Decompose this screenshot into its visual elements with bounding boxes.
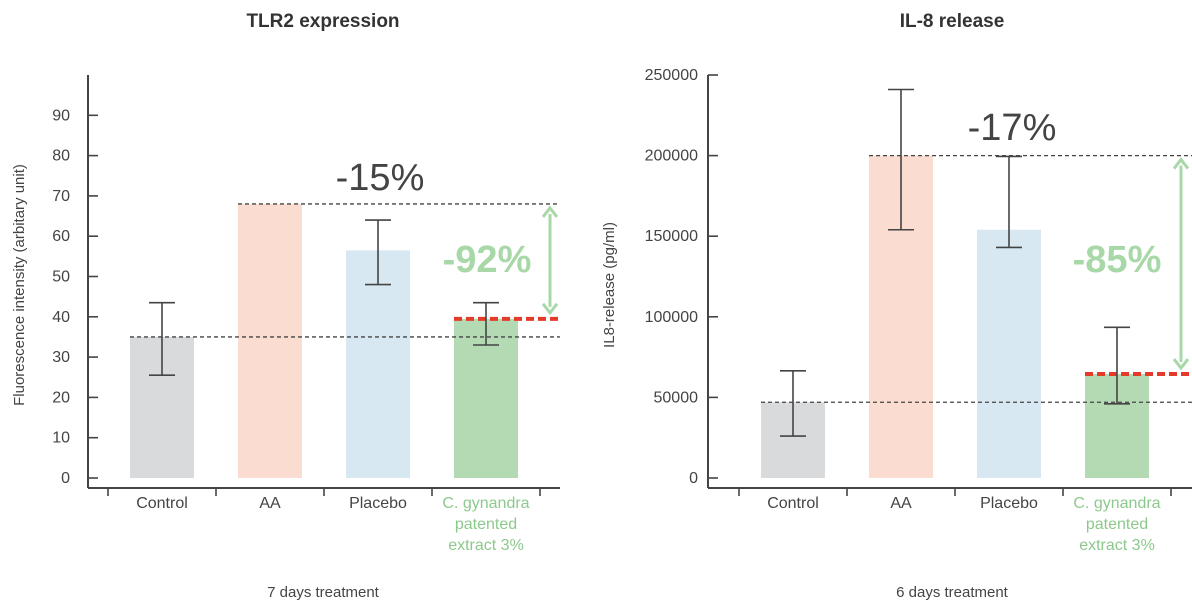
category-label-2: AA — [890, 495, 912, 512]
category-label-line: extract 3% — [1079, 537, 1155, 554]
category-label-2: AA — [259, 495, 281, 512]
y-tick-label: 0 — [61, 470, 70, 487]
x-axis-label: 7 days treatment — [267, 584, 380, 601]
category-label-line: Control — [136, 495, 188, 512]
chart-il8: IL-8 release IL8-release (pg/ml) 6 days … — [601, 11, 1192, 601]
y-tick-label: 20 — [52, 389, 70, 406]
category-label-line: patented — [1086, 516, 1148, 533]
plot-area: 0 10 20 30 40 50 60 70 80 90 Control AA Placebo C. gy… — [52, 75, 560, 554]
reduction-arrow-head-up — [541, 205, 559, 218]
category-label-line: Placebo — [980, 495, 1038, 512]
category-label-4: C. gynandra patented extract 3% — [1073, 495, 1160, 554]
y-axis-label: IL8-release (pg/ml) — [601, 222, 618, 348]
x-axis-label: 6 days treatment — [896, 584, 1009, 601]
category-label-3: Placebo — [980, 495, 1038, 512]
bar-2 — [238, 203, 302, 478]
annotation-gray: -15% — [336, 157, 425, 199]
category-label-line: extract 3% — [448, 537, 524, 554]
y-tick-label: 250000 — [645, 67, 698, 84]
y-tick-label: 40 — [52, 309, 70, 326]
y-tick-label: 80 — [52, 148, 70, 165]
category-label-line: patented — [455, 516, 517, 533]
category-label-4: C. gynandra patented extract 3% — [442, 495, 529, 554]
y-tick-label: 60 — [52, 228, 70, 245]
y-tick-label: 90 — [52, 107, 70, 124]
annotation-green: -92% — [443, 239, 532, 281]
bar-3 — [977, 229, 1041, 478]
category-label-line: C. gynandra — [1073, 495, 1160, 512]
reduction-arrow-head-down — [541, 302, 559, 316]
category-label-line: Placebo — [349, 495, 407, 512]
annotation-gray: -17% — [968, 107, 1057, 149]
chart-tlr2: TLR2 expression Fluorescence intensity (… — [11, 11, 560, 601]
plot-area: 0 50000 100000 150000 200000 250000 Control AA P… — [645, 67, 1192, 554]
y-tick-label: 50 — [52, 269, 70, 286]
reduction-arrow-head-down — [1172, 358, 1190, 371]
y-tick-label: 10 — [52, 430, 70, 447]
y-axis-label: Fluorescence intensity (arbitary unit) — [11, 164, 28, 406]
reduction-arrow-head-up — [1172, 157, 1190, 170]
category-label-1: Control — [136, 495, 188, 512]
category-label-line: AA — [890, 495, 912, 512]
annotation-green: -85% — [1073, 239, 1162, 281]
chart-title: TLR2 expression — [246, 11, 399, 32]
y-tick-label: 30 — [52, 349, 70, 366]
y-tick-label: 70 — [52, 188, 70, 205]
y-tick-label: 0 — [689, 470, 698, 487]
chart-title: IL-8 release — [900, 11, 1005, 32]
y-tick-label: 150000 — [645, 228, 698, 245]
category-label-line: C. gynandra — [442, 495, 529, 512]
category-label-line: AA — [259, 495, 281, 512]
category-label-1: Control — [767, 495, 819, 512]
y-tick-label: 200000 — [645, 148, 698, 165]
y-tick-label: 50000 — [654, 389, 699, 406]
category-label-line: Control — [767, 495, 819, 512]
category-label-3: Placebo — [349, 495, 407, 512]
y-tick-label: 100000 — [645, 309, 698, 326]
bar-3 — [346, 250, 410, 478]
